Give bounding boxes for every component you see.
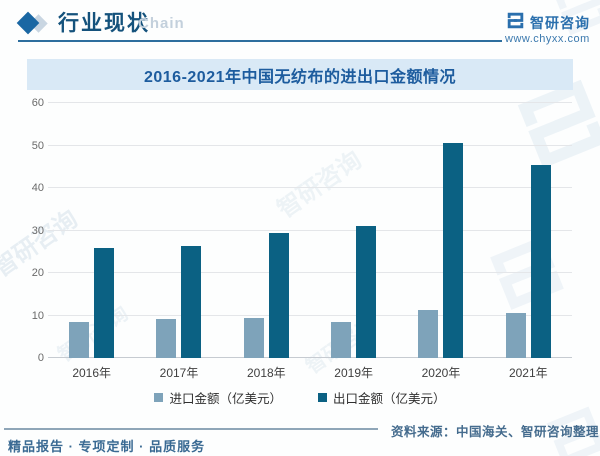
- bar-进口金额（亿美元）-2020年: [418, 310, 439, 358]
- y-axis-labels: 0 10 20 30 40 50 60: [26, 97, 44, 364]
- bar-pair: [156, 103, 202, 358]
- brand-url: www.chyxx.com: [505, 33, 590, 45]
- section-diamond-icon: [16, 11, 52, 35]
- x-tick-2018年: 2018年: [246, 366, 286, 380]
- bar-pair: [418, 103, 464, 358]
- bar-出口金额（亿美元）-2018年: [268, 233, 289, 358]
- footer-tagline: 精品报告 · 专项定制 · 品质服务: [8, 439, 206, 454]
- gridline-60: [48, 102, 572, 103]
- bar-groups: 2016年 2017年 2018年 2019年 2020年 2021年: [48, 103, 572, 380]
- bar-进口金额（亿美元）-2016年: [69, 322, 90, 358]
- bar-group-2020年: 2020年: [397, 103, 484, 380]
- y-tick-20: 20: [31, 267, 44, 279]
- x-tick-2021年: 2021年: [508, 366, 548, 380]
- data-source: 资料来源：中国海关、智研咨询整理: [391, 425, 600, 439]
- x-tick-2016年: 2016年: [72, 366, 112, 380]
- legend-item: 进口金额（亿美元）: [154, 388, 282, 407]
- legend-label: 进口金额（亿美元）: [169, 392, 282, 406]
- y-tick-50: 50: [31, 139, 44, 152]
- footer-divider: [4, 428, 378, 430]
- legend-swatch-icon: [154, 393, 164, 402]
- brand-name: 智研咨询: [530, 15, 590, 31]
- bar-group-2018年: 2018年: [223, 103, 310, 380]
- x-tick-2017年: 2017年: [159, 366, 199, 380]
- gridline-10: [48, 314, 572, 316]
- legend-item: 出口金额（亿美元）: [318, 388, 446, 407]
- header-watermark-chain: Chain: [138, 15, 185, 32]
- gridline-50: [48, 144, 572, 146]
- chart-title: 2016-2021年中国无纺布的进出口金额情况: [143, 68, 457, 86]
- brand-logo-icon: [506, 11, 525, 35]
- gridline-40: [48, 187, 572, 188]
- y-tick-30: 30: [31, 224, 44, 237]
- bar-group-2017年: 2017年: [135, 103, 222, 380]
- y-tick-40: 40: [31, 182, 44, 194]
- legend-swatch-icon: [318, 393, 327, 402]
- header-divider: [18, 40, 502, 42]
- brand-logo: 智研咨询: [506, 11, 590, 35]
- gridline-20: [48, 272, 572, 273]
- bar-进口金额（亿美元）-2017年: [156, 319, 177, 358]
- x-tick-2019年: 2019年: [334, 366, 373, 380]
- gridline-0: [48, 357, 572, 358]
- bar-pair: [243, 103, 289, 358]
- bar-进口金额（亿美元）-2018年: [243, 318, 264, 358]
- bar-group-2019年: 2019年: [310, 103, 397, 380]
- gridline-30: [48, 229, 572, 231]
- bar-进口金额（亿美元）-2021年: [505, 312, 526, 358]
- bar-进口金额（亿美元）-2019年: [331, 322, 352, 358]
- section-title: 行业现状: [58, 12, 150, 35]
- legend-label: 出口金额（亿美元）: [333, 392, 446, 406]
- bar-pair: [331, 103, 377, 358]
- bar-出口金额（亿美元）-2019年: [356, 226, 377, 358]
- bar-出口金额（亿美元）-2017年: [181, 246, 202, 358]
- y-tick-0: 0: [37, 352, 44, 364]
- chart-title-band: 2016-2021年中国无纺布的进出口金额情况: [27, 59, 573, 90]
- bar-出口金额（亿美元）-2020年: [443, 142, 464, 358]
- bar-pair: [505, 103, 551, 358]
- y-tick-10: 10: [31, 309, 44, 322]
- bar-pair: [69, 103, 115, 358]
- bar-group-2021年: 2021年: [485, 103, 572, 380]
- bar-出口金额（亿美元）-2021年: [530, 164, 551, 358]
- bar-group-2016年: 2016年: [48, 103, 135, 380]
- chart-legend: 进口金额（亿美元） 出口金额（亿美元）: [0, 388, 600, 407]
- x-tick-2020年: 2020年: [421, 366, 461, 380]
- plot-area: 2016年 2017年 2018年 2019年 2020年 2021年: [48, 102, 572, 380]
- y-tick-60: 60: [31, 97, 44, 109]
- bar-出口金额（亿美元）-2016年: [94, 248, 115, 358]
